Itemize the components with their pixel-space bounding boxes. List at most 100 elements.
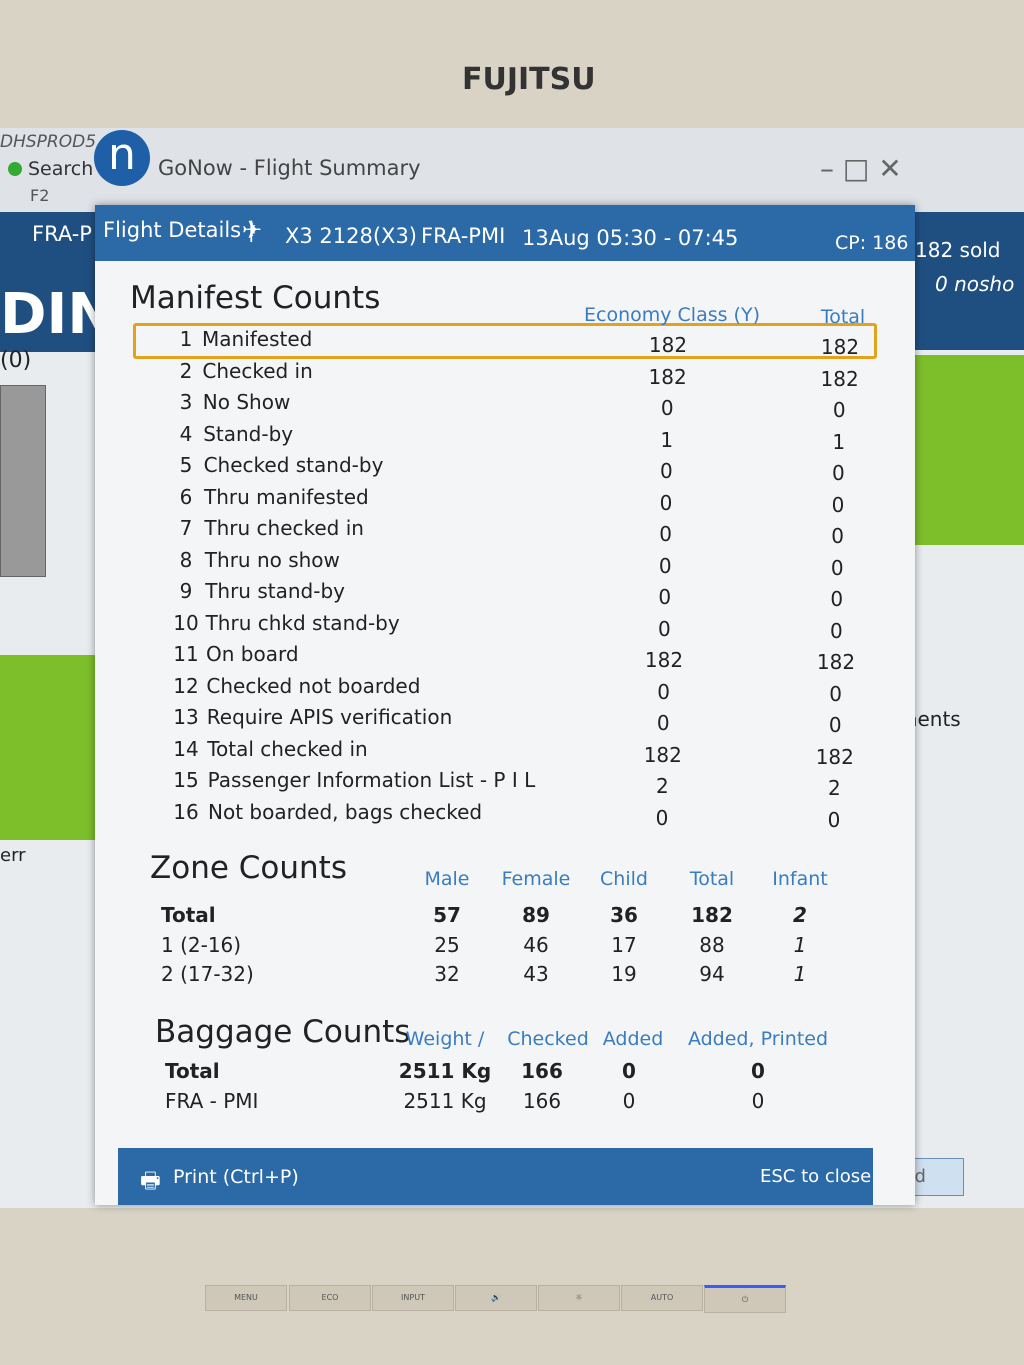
- economy-count: 0: [657, 679, 670, 704]
- zone-count: 46: [523, 932, 549, 957]
- total-count: 0: [830, 555, 844, 580]
- section-title: Baggage Counts: [155, 1014, 411, 1050]
- row-number: 4: [179, 421, 193, 446]
- monitor-button[interactable]: ECO: [289, 1285, 371, 1311]
- zone-count: 182: [691, 903, 733, 927]
- zone-count: 1: [793, 962, 807, 986]
- zone-count: 17: [611, 932, 637, 957]
- row-number: 3: [179, 390, 193, 414]
- total-count: 2: [828, 776, 841, 800]
- noshow-label: 0 nosho: [935, 272, 1015, 296]
- column-header: Total: [689, 868, 735, 890]
- row-highlight: [133, 323, 877, 359]
- monitor-button[interactable]: 🔊: [455, 1285, 537, 1311]
- total-count: 0: [831, 524, 844, 548]
- baggage-value: 0: [751, 1088, 765, 1113]
- economy-count: 0: [660, 459, 673, 483]
- monitor-button[interactable]: INPUT: [372, 1285, 454, 1311]
- row-label: On board: [206, 642, 299, 666]
- print-icon[interactable]: 🖶: [140, 1169, 161, 1194]
- row-label: Checked in: [202, 358, 313, 383]
- power-button[interactable]: ⏻: [704, 1285, 786, 1313]
- economy-count: 0: [658, 553, 672, 578]
- baggage-value: 0: [751, 1059, 765, 1083]
- total-count: 1: [832, 429, 846, 454]
- close-hint: ESC to close: [760, 1166, 872, 1187]
- window-controls[interactable]: – □ ✕: [820, 152, 902, 185]
- economy-count: 0: [658, 616, 671, 641]
- zone-count: 57: [433, 903, 461, 927]
- economy-count: 1: [660, 427, 674, 452]
- section-title: Zone Counts: [150, 850, 347, 886]
- route-tab[interactable]: FRA-P: [32, 222, 92, 246]
- row-number: 8: [179, 547, 193, 572]
- sold-label: 182 sold: [915, 238, 1001, 262]
- plane-icon: ✈: [242, 216, 263, 244]
- zone-count: 94: [699, 962, 725, 986]
- row-number: 13: [173, 705, 199, 729]
- zone-label: Total: [161, 903, 216, 927]
- zone-count: 36: [610, 903, 638, 927]
- economy-count: 182: [643, 742, 682, 767]
- row-number: 12: [173, 673, 199, 698]
- row-label: Checked not boarded: [206, 673, 421, 698]
- monitor-button[interactable]: AUTO: [621, 1285, 703, 1311]
- window-title: GoNow - Flight Summary: [158, 156, 421, 180]
- baggage-label: FRA - PMI: [165, 1088, 259, 1113]
- baggage-value: 0: [622, 1059, 636, 1083]
- economy-count: 0: [660, 396, 674, 420]
- baggage-label: Total: [165, 1059, 220, 1083]
- zone-label: 2 (17-32): [161, 962, 254, 986]
- capacity: CP: 186: [835, 232, 909, 254]
- row-label: No Show: [202, 390, 291, 414]
- row-label: Not boarded, bags checked: [208, 799, 483, 824]
- flight-number: X3 2128(X3): [285, 224, 417, 248]
- app-logo: n: [94, 130, 150, 186]
- baggage-value: 166: [521, 1059, 563, 1083]
- economy-count: 0: [659, 522, 672, 546]
- column-header: Female: [501, 868, 571, 890]
- monitor-button[interactable]: ☼: [538, 1285, 620, 1311]
- route: FRA-PMI: [421, 224, 506, 248]
- row-number: 5: [179, 453, 193, 477]
- left-label: err: [0, 845, 26, 866]
- green-block: [905, 355, 1024, 545]
- column-header: Total: [820, 306, 866, 328]
- count-label: (0): [0, 348, 32, 373]
- economy-count: 2: [656, 774, 669, 798]
- row-label: Passenger Information List - P I L: [207, 768, 536, 792]
- green-block: [0, 655, 105, 840]
- banner: [0, 262, 100, 352]
- total-count: 0: [831, 492, 845, 517]
- economy-count: 0: [656, 711, 670, 735]
- row-number: 14: [173, 736, 199, 761]
- brand: FUJITSU: [462, 62, 596, 97]
- print-button[interactable]: Print (Ctrl+P): [173, 1166, 299, 1188]
- zone-count: 1: [793, 932, 807, 957]
- monitor-button[interactable]: MENU: [205, 1285, 287, 1311]
- zone-count: 88: [699, 932, 725, 957]
- economy-count: 182: [644, 648, 684, 672]
- schedule: 13Aug 05:30 - 07:45: [522, 226, 739, 250]
- baggage-value: 2511 Kg: [398, 1059, 492, 1083]
- column-header: Added: [602, 1028, 664, 1050]
- column-header: Weight /: [405, 1028, 485, 1050]
- dialog: [95, 205, 915, 1205]
- total-count: 0: [832, 461, 845, 485]
- economy-count: 0: [658, 585, 672, 609]
- side-panel: [915, 232, 1024, 350]
- zone-label: 1 (2-16): [161, 932, 242, 957]
- economy-count: 182: [648, 333, 688, 357]
- row-label: Thru stand-by: [205, 579, 345, 603]
- total-count: 0: [830, 618, 843, 643]
- total-count: 182: [815, 744, 854, 769]
- column-header: Checked: [507, 1028, 589, 1050]
- row-number: 7: [179, 516, 193, 540]
- row-label: Thru checked in: [204, 516, 364, 540]
- row-number: 11: [173, 642, 199, 666]
- total-count: 0: [830, 587, 844, 611]
- status-dot: [8, 162, 22, 176]
- column-header: Added, Printed: [687, 1028, 829, 1050]
- zone-count: 32: [434, 962, 460, 986]
